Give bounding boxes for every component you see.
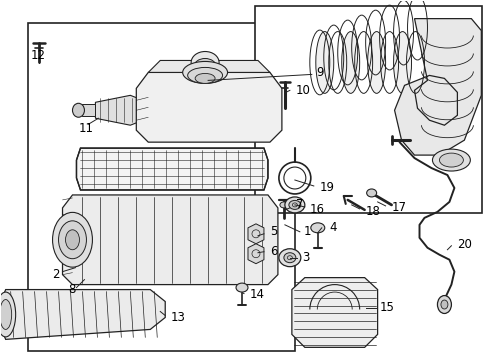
Text: 4: 4 <box>330 221 337 234</box>
Ellipse shape <box>183 62 227 84</box>
Ellipse shape <box>188 67 222 84</box>
Text: 17: 17 <box>392 201 407 215</box>
Ellipse shape <box>236 283 248 292</box>
Ellipse shape <box>285 197 305 213</box>
Text: 2: 2 <box>52 268 60 281</box>
Ellipse shape <box>441 300 448 309</box>
Text: 18: 18 <box>366 205 381 219</box>
Polygon shape <box>292 278 378 347</box>
Ellipse shape <box>52 212 93 267</box>
Polygon shape <box>96 95 148 125</box>
Ellipse shape <box>440 153 464 167</box>
Ellipse shape <box>195 73 215 84</box>
Ellipse shape <box>191 51 219 73</box>
Polygon shape <box>76 148 268 190</box>
Text: 7: 7 <box>296 198 303 211</box>
Text: 8: 8 <box>69 283 76 296</box>
Text: 20: 20 <box>457 238 472 251</box>
Text: 9: 9 <box>316 66 323 79</box>
Text: 19: 19 <box>320 181 335 194</box>
Bar <box>27 23 295 351</box>
Ellipse shape <box>289 201 301 210</box>
Bar <box>255 6 482 213</box>
Ellipse shape <box>58 221 86 259</box>
Ellipse shape <box>0 292 16 337</box>
Text: 6: 6 <box>270 245 277 258</box>
Polygon shape <box>394 19 481 155</box>
Ellipse shape <box>342 32 360 93</box>
Ellipse shape <box>433 149 470 171</box>
Text: 14: 14 <box>250 288 265 301</box>
Ellipse shape <box>0 300 12 329</box>
Ellipse shape <box>367 189 377 197</box>
Polygon shape <box>63 195 278 285</box>
Ellipse shape <box>311 223 325 233</box>
Ellipse shape <box>66 230 79 250</box>
Ellipse shape <box>279 249 301 267</box>
Text: 11: 11 <box>78 122 94 135</box>
Ellipse shape <box>438 296 451 314</box>
Ellipse shape <box>73 103 84 117</box>
Text: 5: 5 <box>270 225 277 238</box>
Text: 10: 10 <box>296 84 311 97</box>
Text: 3: 3 <box>302 251 309 264</box>
Polygon shape <box>248 244 264 264</box>
Polygon shape <box>148 60 270 72</box>
Ellipse shape <box>280 202 288 208</box>
Ellipse shape <box>194 58 216 75</box>
Polygon shape <box>0 289 165 339</box>
Polygon shape <box>82 104 96 116</box>
Text: 13: 13 <box>170 311 185 324</box>
Ellipse shape <box>368 32 386 93</box>
Text: 16: 16 <box>310 203 325 216</box>
Ellipse shape <box>284 253 296 263</box>
Text: 1: 1 <box>304 225 311 238</box>
Ellipse shape <box>393 32 412 93</box>
Polygon shape <box>248 224 264 244</box>
Text: 15: 15 <box>380 301 394 314</box>
Text: 12: 12 <box>30 49 46 62</box>
Polygon shape <box>136 72 282 142</box>
Ellipse shape <box>316 32 334 93</box>
